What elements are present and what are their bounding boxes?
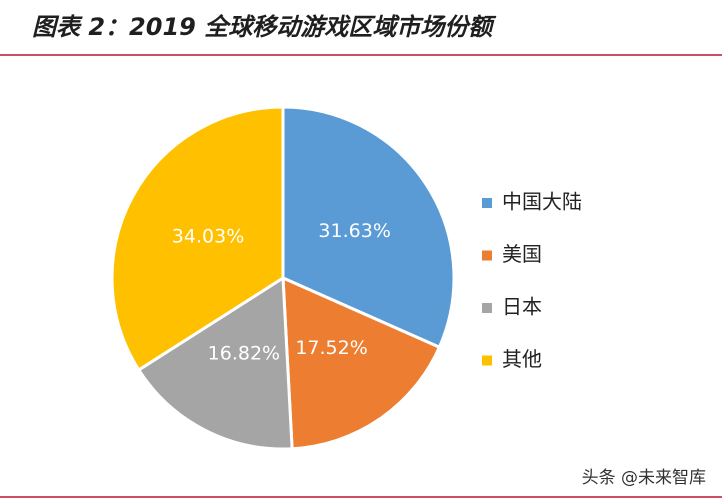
pie-slice [281, 105, 456, 350]
data-label: 34.03% [172, 225, 244, 247]
data-label: 17.52% [295, 337, 367, 359]
pie-slice [110, 105, 285, 372]
pie-slice [281, 275, 442, 451]
legend-label: 其他 [502, 347, 542, 371]
legend-label: 中国大陆 [502, 190, 582, 214]
watermark: 头条 @未来智库 [582, 468, 706, 488]
legend-label: 日本 [502, 295, 542, 319]
data-label: 31.63% [318, 220, 390, 242]
chart-title: 图表 2：2019 全球移动游戏区域市场份额 [32, 13, 497, 41]
legend-swatch [482, 198, 492, 208]
legend-swatch [482, 250, 492, 261]
legend-swatch [482, 303, 492, 313]
legend-label: 美国 [502, 242, 542, 266]
pie-slice [136, 275, 294, 451]
legend-swatch [482, 355, 492, 366]
data-label: 16.82% [208, 343, 280, 365]
